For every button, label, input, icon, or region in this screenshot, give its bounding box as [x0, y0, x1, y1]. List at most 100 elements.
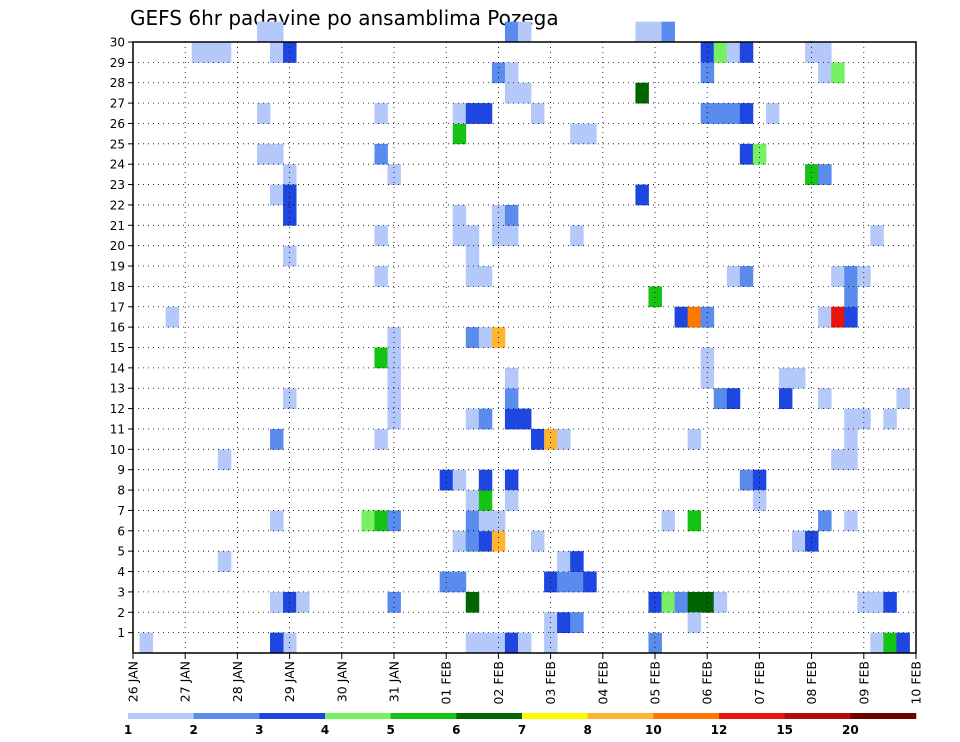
- y-tick-label: 25: [110, 137, 125, 151]
- heatmap-cell: [387, 388, 401, 409]
- heatmap-cell: [831, 62, 845, 84]
- heatmap-cell: [387, 164, 401, 185]
- heatmap-cell: [465, 225, 480, 247]
- heatmap-cell: [439, 469, 454, 491]
- heatmap-cell: [726, 103, 741, 124]
- heatmap-cell: [204, 42, 219, 63]
- heatmap-cell: [778, 367, 793, 389]
- legend-swatch: [850, 713, 917, 719]
- heatmap-cell: [270, 184, 284, 206]
- heatmap-cell: [465, 530, 480, 552]
- color-legend: 1 2 3 4 5 6 7 8 10 12 15 20: [124, 713, 917, 737]
- heatmap-cell: [452, 225, 467, 247]
- heatmap-cell: [374, 428, 388, 450]
- heatmap-cell: [570, 123, 584, 145]
- heatmap-cell: [270, 510, 284, 532]
- heatmap-cell: [478, 469, 493, 491]
- heatmap-cell: [517, 21, 532, 43]
- y-axis: 1234567891011121314151617181920212223242…: [110, 36, 133, 640]
- heatmap-cell: [831, 306, 845, 328]
- heatmap-cell: [478, 103, 493, 124]
- heatmap-cell: [465, 510, 480, 532]
- heatmap-cell: [270, 632, 284, 654]
- heatmap-cell: [504, 82, 519, 104]
- heatmap-cell: [844, 510, 858, 532]
- heatmap-cell: [844, 306, 858, 328]
- y-tick-label: 12: [110, 402, 125, 416]
- heatmap-cell: [165, 306, 180, 328]
- x-tick-label: 08 FEB: [804, 661, 819, 705]
- y-tick-label: 13: [110, 382, 125, 396]
- heatmap-cell: [870, 591, 884, 613]
- x-tick-label: 05 FEB: [648, 661, 663, 705]
- heatmap-cell: [687, 428, 702, 450]
- heatmap-cell: [374, 347, 388, 369]
- heatmap-cell: [270, 591, 284, 613]
- heatmap-cell: [531, 428, 545, 450]
- heatmap-cell: [491, 530, 506, 552]
- legend-label: 12: [711, 723, 728, 737]
- legend-swatch: [259, 713, 326, 719]
- heatmap-cell: [726, 266, 741, 287]
- heatmap-cell: [374, 225, 388, 247]
- y-tick-label: 24: [110, 158, 125, 172]
- heatmap-cell: [687, 306, 702, 328]
- heatmap-cell: [896, 632, 910, 654]
- heatmap-cell: [570, 571, 584, 593]
- heatmap-cell: [583, 571, 597, 593]
- heatmap-cell: [570, 225, 584, 247]
- legend-swatch: [587, 713, 654, 719]
- heatmap-cell: [818, 388, 832, 409]
- heatmap-cell: [818, 42, 832, 63]
- legend-swatch: [128, 713, 194, 719]
- heatmap-cell: [465, 327, 480, 348]
- heatmap-cell: [191, 42, 206, 63]
- heatmap-cell: [648, 632, 662, 654]
- x-tick-label: 30 JAN: [334, 661, 349, 702]
- legend-swatch: [653, 713, 720, 719]
- heatmap-cell: [478, 408, 493, 430]
- y-tick-label: 19: [110, 260, 125, 274]
- y-tick-label: 27: [110, 97, 125, 111]
- y-tick-label: 8: [117, 484, 125, 498]
- y-tick-label: 22: [110, 198, 125, 212]
- heatmap-cell: [883, 408, 897, 430]
- heatmap-cell: [452, 103, 467, 124]
- heatmap-cell: [531, 103, 545, 124]
- heatmap-cell: [465, 266, 480, 287]
- heatmap-cell: [726, 42, 741, 63]
- heatmap-cell: [739, 143, 754, 165]
- legend-label: 20: [842, 723, 859, 737]
- legend-label: 2: [189, 723, 197, 737]
- heatmap-cell: [452, 469, 467, 491]
- y-tick-label: 2: [117, 606, 125, 620]
- legend-label: 8: [583, 723, 591, 737]
- y-tick-label: 16: [110, 321, 125, 335]
- heatmap-cell: [752, 469, 767, 491]
- heatmap-cell: [674, 306, 689, 328]
- heatmap-cell: [687, 510, 702, 532]
- heatmap-cell: [478, 632, 493, 654]
- heatmap-cell: [504, 21, 519, 43]
- y-tick-label: 9: [117, 463, 125, 477]
- heatmap-cell: [256, 103, 271, 124]
- heatmap-cell: [857, 266, 871, 287]
- legend-swatch: [719, 713, 785, 719]
- heatmap-cell: [478, 530, 493, 552]
- y-tick-label: 26: [110, 117, 125, 131]
- heatmap-cell: [635, 82, 649, 104]
- legend-swatch: [193, 713, 260, 719]
- heatmap-cell: [883, 632, 897, 654]
- y-tick-label: 14: [110, 361, 125, 375]
- heatmap-cell: [700, 103, 715, 124]
- heatmap-cell: [452, 204, 467, 226]
- heatmap-cell: [491, 204, 506, 226]
- heatmap-cell: [818, 62, 832, 84]
- heatmap-cell: [270, 21, 284, 43]
- x-tick-label: 07 FEB: [752, 661, 767, 705]
- x-tick-label: 31 JAN: [387, 661, 402, 702]
- legend-swatch: [784, 713, 851, 719]
- heatmap-cell: [792, 367, 806, 389]
- heatmap-cell: [870, 225, 884, 247]
- legend-label: 5: [386, 723, 394, 737]
